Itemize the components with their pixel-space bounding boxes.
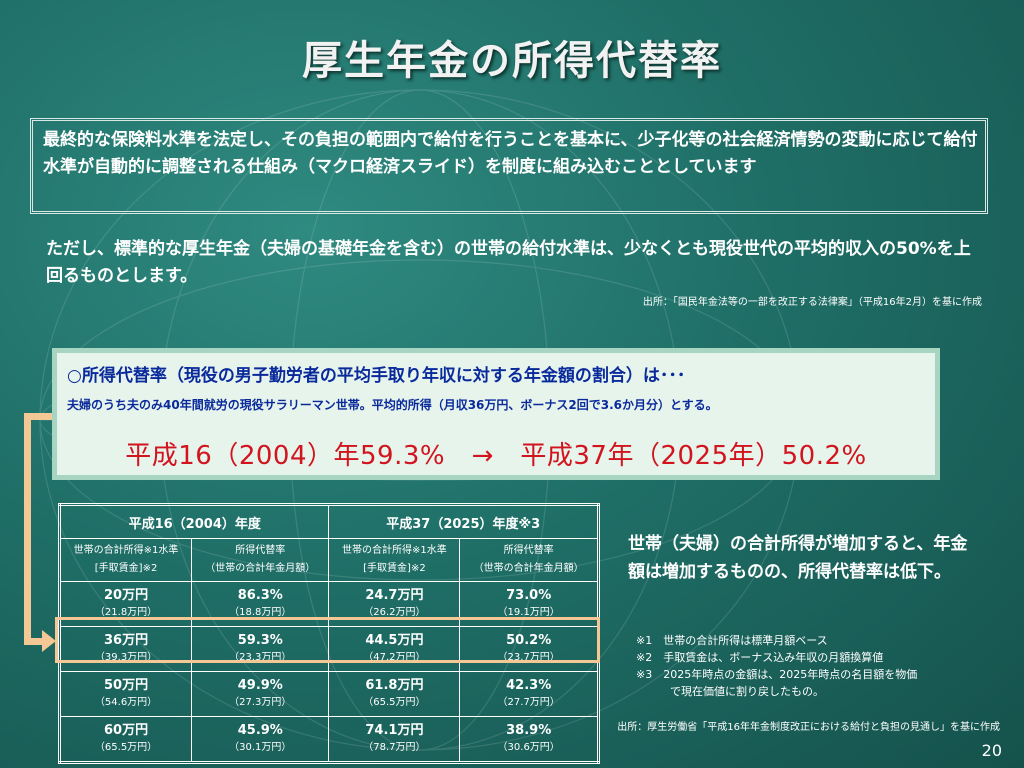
header-fy2025: 平成37（2025）年度※3 [328, 504, 599, 539]
subheader-cell: 所得代替率 （世帯の合計年金月額） [459, 538, 599, 582]
arrow-right-icon [42, 630, 56, 652]
footnote-continuation: で現在価値に割り戻したもの。 [670, 685, 824, 698]
table-sub-header-row: 世帯の合計所得※1水準 [手取賃金]※2 所得代替率 （世帯の合計年金月額） 世帯の… [58, 538, 599, 582]
bracket-vertical [24, 420, 31, 645]
table-group-header-row: 平成16（2004）年度 平成37（2025）年度※3 [58, 504, 599, 539]
page-number: 20 [981, 741, 1002, 760]
footnote: ※2 手取賃金は、ボーナス込み年収の月額換算値 [636, 651, 884, 664]
replacement-rate-table: 平成16（2004）年度 平成37（2025）年度※3 世帯の合計所得※1水準[… [58, 503, 600, 764]
source-note-2: 出所：厚生労働省「平成16年年金制度改正における給付と負担の見通し」を基に作成 [617, 722, 1000, 733]
bracket-top [24, 413, 52, 420]
subheader-cell: 世帯の合計所得※1水準 [手取賃金]※2 [58, 538, 193, 582]
replacement-rate-heading: ○所得代替率（現役の男子勤労者の平均手取り年収に対する年金額の割合）は･･･ [67, 366, 686, 386]
replacement-rate-box: ○所得代替率（現役の男子勤労者の平均手取り年収に対する年金額の割合）は･･･ 夫… [52, 348, 940, 480]
source-note-1: 出所：「国民年金法等の一部を改正する法律案」（平成16年2月）を基に作成 [642, 297, 982, 308]
footnote: ※3 2025年時点の金額は、2025年時点の名目額を物価 [636, 668, 918, 681]
footnotes: ※1 世帯の合計所得は標準月額ベース ※2 手取賃金は、ボーナス込み年収の月額換… [636, 632, 917, 700]
subheader-cell: 所得代替率 （世帯の合計年金月額） [191, 538, 330, 582]
intro-box: 最終的な保険料水準を法定し、その負担の範囲内で給付を行うことを基本に、少子化等の… [30, 118, 988, 214]
replacement-rate-change: 平成16（2004）年59.3% → 平成37年（2025年）50.2% [125, 441, 867, 471]
bracket-bottom [24, 638, 44, 645]
table-row-highlighted: 36万円 （39.3万円） 59.3% （23.3万円） 44.5万円 （47.2万円… [58, 626, 599, 672]
subheader-cell: 世帯の合計所得※1水準 [手取賃金]※2 [328, 538, 461, 582]
page-title: 厚生年金の所得代替率 [302, 38, 722, 84]
header-fy2004: 平成16（2004）年度 [58, 504, 330, 539]
footnote: ※1 世帯の合計所得は標準月額ベース [636, 634, 828, 647]
conclusion-text: 世帯（夫婦）の合計所得が増加すると、年金額は増加するものの、所得代替率は低下。 [628, 534, 968, 582]
standard-benefit-text: ただし、標準的な厚生年金（夫婦の基礎年金を含む）の世帯の給付水準は、少なくとも現… [46, 239, 971, 286]
table-row: 50万円 （54.6万円） 49.9% （27.3万円） 61.8万円 （65.5万円… [58, 671, 599, 717]
table-row: 60万円 （65.5万円） 45.9% （30.1万円） 74.1万円 （78.7万円… [58, 716, 599, 763]
highlight-frame [55, 617, 600, 663]
intro-text: 最終的な保険料水準を法定し、その負担の範囲内で給付を行うことを基本に、少子化等の… [43, 130, 978, 177]
household-assumption: 夫婦のうち夫のみ40年間就労の現役サラリーマン世帯。平均的所得（月収36万円、ボ… [67, 398, 718, 412]
